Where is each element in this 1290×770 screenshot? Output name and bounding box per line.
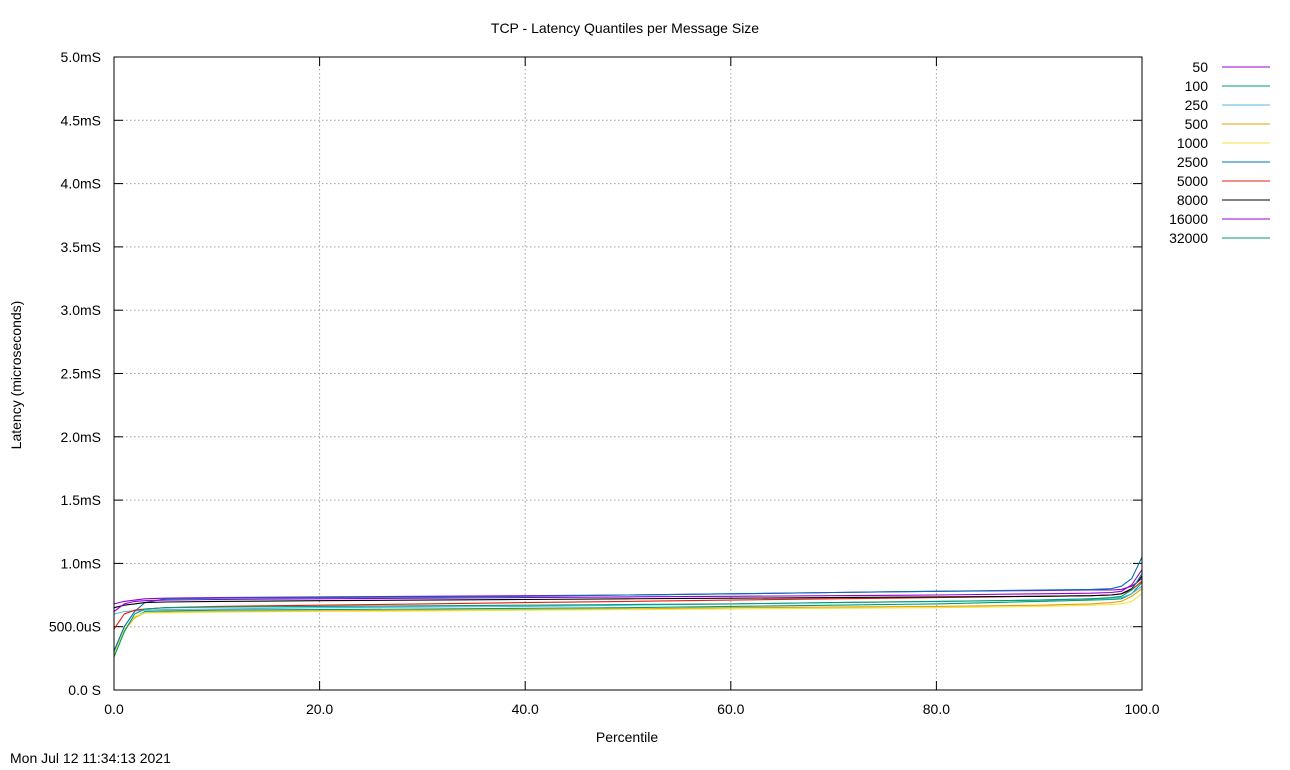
y-tick-label: 1.0mS [61, 555, 101, 571]
legend-label-16000: 16000 [1169, 211, 1208, 227]
legend-label-8000: 8000 [1177, 192, 1208, 208]
x-axis: 0.0 20.0 40.0 60.0 80.0 100.0 [104, 57, 1160, 717]
legend: 50 100 250 500 1000 2500 5000 8000 16000 32000 [1169, 59, 1270, 246]
series-line-50 [113, 578, 1143, 605]
legend-label-50: 50 [1192, 59, 1208, 75]
y-tick-label: 3.5mS [61, 239, 101, 255]
series-line-250 [113, 585, 1143, 615]
y-tick-label: 5.0mS [61, 49, 101, 65]
y-axis-label: Latency (microseconds) [8, 301, 24, 450]
timestamp: Mon Jul 12 11:34:13 2021 [10, 750, 171, 766]
legend-label-32000: 32000 [1169, 230, 1208, 246]
x-tick-label: 80.0 [923, 701, 950, 717]
y-tick-label: 4.5mS [61, 112, 101, 128]
x-axis-label: Percentile [596, 729, 658, 745]
series-lines [113, 556, 1143, 658]
legend-label-500: 500 [1185, 116, 1209, 132]
y-tick-label: 0.0 S [68, 682, 101, 698]
legend-label-1000: 1000 [1177, 135, 1208, 151]
series-line-1000 [113, 593, 1143, 655]
series-line-8000 [113, 575, 1143, 609]
legend-label-250: 250 [1185, 97, 1209, 113]
series-line-32000 [113, 573, 1143, 658]
x-tick-label: 20.0 [306, 701, 333, 717]
legend-label-2500: 2500 [1177, 154, 1208, 170]
y-tick-label: 500.0uS [49, 619, 101, 635]
series-line-2500 [113, 556, 1143, 652]
x-tick-label: 100.0 [1124, 701, 1159, 717]
y-tick-label: 2.0mS [61, 429, 101, 445]
y-axis: 0.0 S 500.0uS 1.0mS 1.5mS 2.0mS 2.5mS 3.0mS 3.5… [49, 49, 1142, 698]
series-line-16000 [113, 569, 1143, 612]
x-tick-label: 0.0 [104, 701, 124, 717]
y-tick-label: 2.5mS [61, 366, 101, 382]
plot-area-border [113, 56, 1143, 691]
x-tick-label: 40.0 [512, 701, 539, 717]
legend-label-100: 100 [1185, 78, 1209, 94]
y-tick-label: 1.5mS [61, 492, 101, 508]
chart-title: TCP - Latency Quantiles per Message Size [491, 20, 759, 36]
grid-lines [114, 57, 1142, 690]
series-line-100 [113, 582, 1143, 654]
y-tick-label: 4.0mS [61, 176, 101, 192]
x-tick-label: 60.0 [717, 701, 744, 717]
y-tick-label: 3.0mS [61, 302, 101, 318]
legend-label-5000: 5000 [1177, 173, 1208, 189]
